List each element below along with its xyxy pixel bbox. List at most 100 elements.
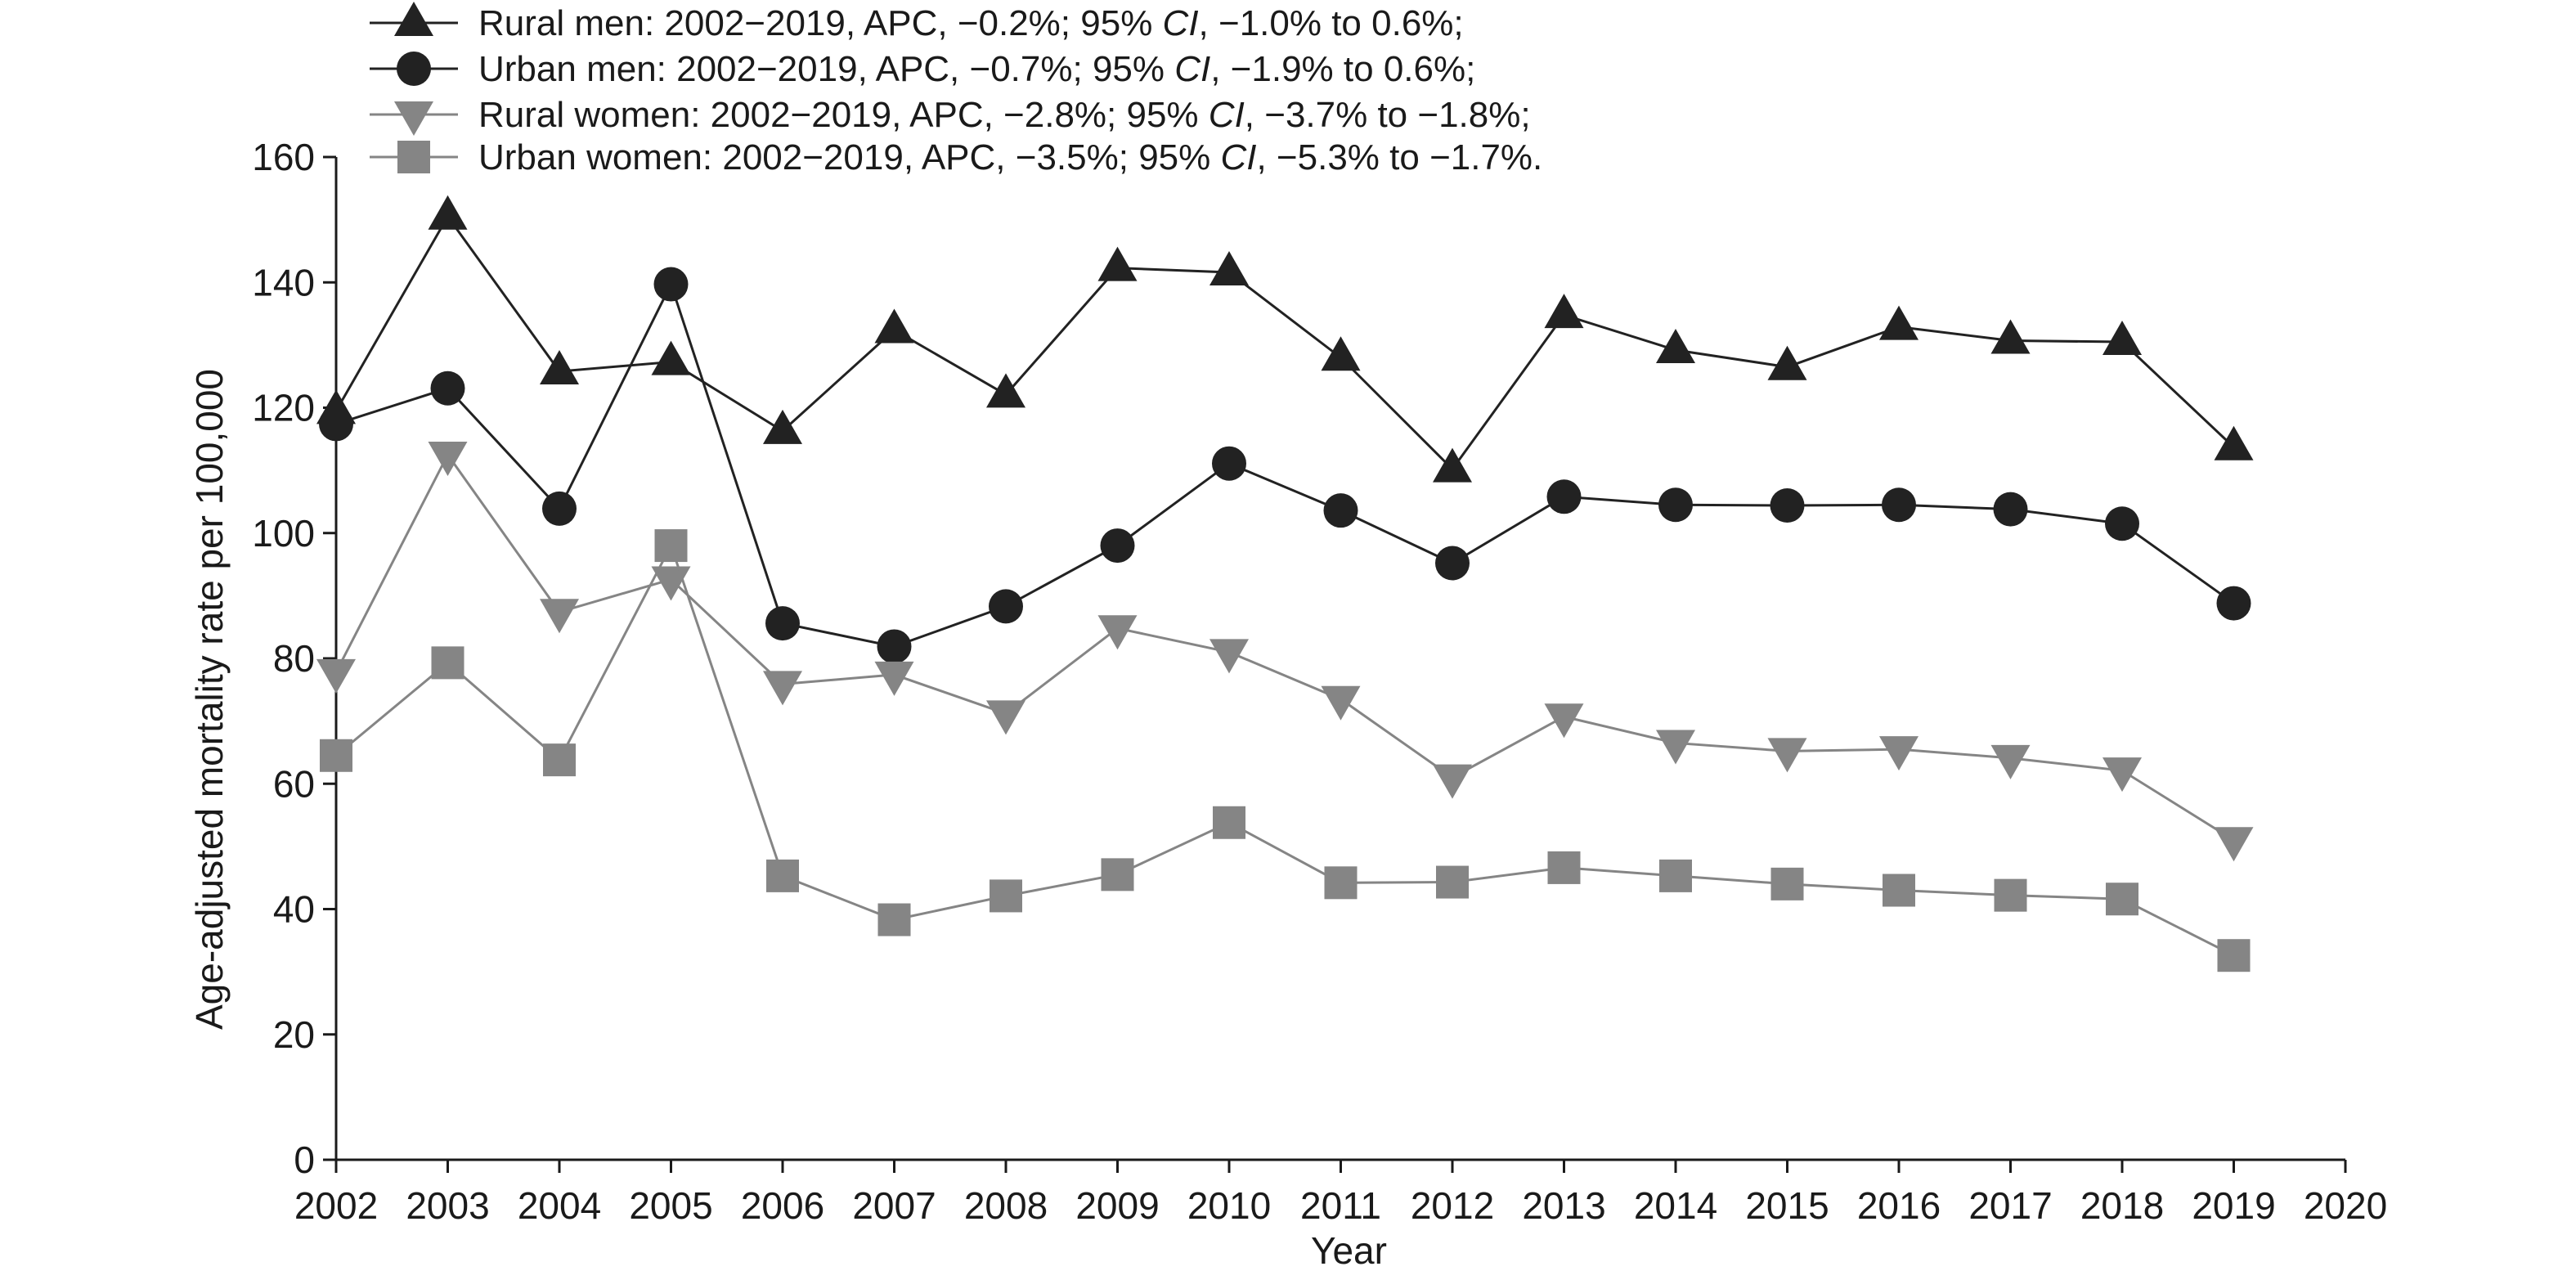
legend-item-rural-men: Rural men: 2002−2019, APC, −0.2%; 95% CI…: [370, 2, 1464, 43]
data-point-rural-women: [540, 599, 579, 634]
data-point-urban-women: [1883, 874, 1915, 907]
data-point-rural-men: [874, 308, 914, 344]
data-point-rural-women: [2214, 827, 2254, 862]
data-point-urban-men: [1212, 446, 1246, 481]
y-tick-label: 60: [273, 762, 315, 805]
data-point-urban-women: [766, 859, 799, 892]
series-line-urban-women: [335, 542, 2235, 957]
data-point-rural-women: [1879, 736, 1919, 771]
x-tick-label: 2010: [1187, 1184, 1271, 1227]
data-point-rural-women: [1433, 764, 1472, 799]
y-tick-label: 0: [294, 1139, 315, 1181]
data-point-rural-women: [986, 700, 1025, 735]
data-point-rural-women: [1209, 639, 1249, 674]
x-tick-label: 2012: [1411, 1184, 1494, 1227]
x-tick-label: 2015: [1745, 1184, 1829, 1227]
data-point-urban-men: [653, 267, 689, 302]
y-tick-label: 100: [252, 512, 315, 555]
x-tick-label: 2019: [2192, 1184, 2275, 1227]
x-tick-label: 2017: [1968, 1184, 2052, 1227]
x-tick-label: 2011: [1300, 1184, 1381, 1227]
y-tick-label: 20: [273, 1013, 315, 1056]
data-point-rural-men: [1879, 305, 1919, 340]
x-tick-label: 2007: [852, 1184, 936, 1227]
data-point-rural-women: [428, 441, 468, 476]
series-rural-women: [316, 441, 2254, 862]
series-line-rural-women: [334, 452, 2235, 842]
series-rural-men: [316, 195, 2254, 483]
data-point-rural-men: [651, 340, 691, 375]
data-point-urban-women: [2217, 939, 2251, 972]
data-point-urban-men: [1882, 487, 1916, 523]
legend-marker: [394, 101, 433, 136]
legend-item-urban-women: Urban women: 2002−2019, APC, −3.5%; 95% …: [370, 137, 1542, 177]
legend-label: Urban women: 2002−2019, APC, −3.5%; 95% …: [478, 137, 1542, 177]
y-tick-label: 140: [252, 261, 315, 303]
legend: Rural men: 2002−2019, APC, −0.2%; 95% CI…: [370, 2, 1542, 177]
series-urban-men: [319, 267, 2251, 664]
x-tick-label: 2008: [964, 1184, 1048, 1227]
y-tick-label: 160: [252, 136, 315, 178]
data-point-urban-men: [319, 406, 353, 442]
data-point-urban-men: [1546, 479, 1582, 514]
data-point-rural-women: [1321, 685, 1361, 721]
data-point-rural-men: [2214, 425, 2254, 460]
x-tick-label: 2005: [629, 1184, 712, 1227]
data-point-urban-women: [1770, 867, 1804, 900]
data-point-urban-women: [543, 743, 576, 777]
data-point-rural-women: [1656, 730, 1695, 765]
data-point-urban-men: [1658, 487, 1693, 523]
x-tick-label: 2003: [406, 1184, 489, 1227]
data-point-urban-women: [1324, 866, 1358, 900]
data-point-rural-women: [2103, 757, 2142, 793]
data-point-urban-men: [542, 491, 577, 526]
y-tick-label: 40: [273, 888, 315, 931]
data-point-urban-men: [1770, 488, 1805, 523]
legend-marker: [394, 2, 433, 36]
series-urban-women: [320, 529, 2251, 972]
data-point-urban-men: [1993, 492, 2028, 527]
series-group: [316, 195, 2254, 972]
data-point-urban-men: [430, 371, 465, 406]
data-point-urban-women: [1213, 806, 1245, 839]
legend-label: Rural women: 2002−2019, APC, −2.8%; 95% …: [478, 95, 1531, 135]
legend-label: Rural men: 2002−2019, APC, −0.2%; 95% CI…: [478, 3, 1464, 43]
x-tick-label: 2016: [1857, 1184, 1941, 1227]
data-point-rural-men: [1209, 250, 1249, 285]
data-point-rural-men: [1990, 319, 2031, 354]
x-tick-label: 2020: [2304, 1184, 2387, 1227]
data-point-urban-men: [2216, 586, 2251, 621]
data-point-urban-women: [1659, 859, 1692, 892]
data-point-urban-men: [1435, 546, 1470, 581]
y-tick-label: 120: [252, 387, 315, 429]
data-point-rural-men: [1544, 294, 1584, 329]
data-point-urban-men: [1100, 528, 1135, 564]
x-tick-label: 2013: [1522, 1184, 1605, 1227]
data-point-rural-women: [1097, 615, 1138, 650]
x-axis-title: Year: [1311, 1229, 1387, 1272]
y-tick-label: 80: [273, 637, 315, 680]
data-point-rural-women: [316, 658, 356, 694]
data-point-rural-men: [1097, 246, 1138, 281]
data-point-urban-women: [320, 739, 352, 772]
data-point-rural-women: [763, 671, 802, 706]
data-point-urban-women: [1101, 858, 1134, 892]
data-point-rural-men: [540, 350, 579, 385]
data-point-urban-women: [990, 879, 1022, 913]
data-point-urban-men: [877, 629, 912, 664]
data-point-urban-women: [431, 646, 464, 680]
data-point-urban-women: [2106, 883, 2138, 916]
data-point-urban-women: [877, 903, 911, 936]
data-point-rural-men: [1767, 345, 1807, 380]
data-point-urban-men: [765, 606, 800, 641]
series-line-urban-men: [335, 281, 2235, 648]
y-axis-title: Age-adjusted mortality rate per 100,000: [188, 369, 231, 1030]
data-point-urban-women: [1436, 865, 1469, 899]
data-point-urban-men: [2105, 506, 2139, 541]
x-tick-label: 2014: [1634, 1184, 1717, 1227]
x-tick-label: 2006: [741, 1184, 824, 1227]
legend-marker: [397, 141, 430, 173]
series-line-rural-men: [334, 214, 2235, 471]
